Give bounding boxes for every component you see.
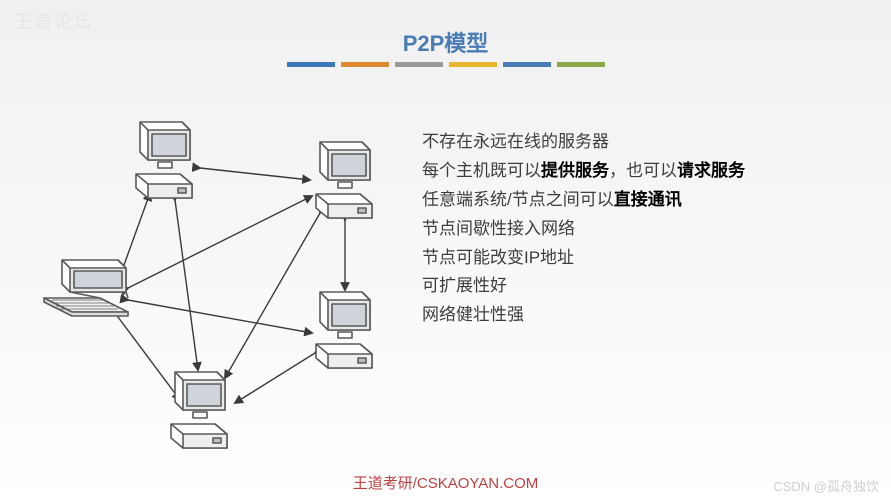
stripe-1 (341, 62, 389, 67)
watermark-bottom-right: CSDN @孤舟独饮 (773, 476, 879, 495)
feature-item-2: 任意端系统/节点之间可以直接通讯 (422, 186, 745, 215)
node-laptop (40, 258, 130, 318)
edge-pc_tr-pc_b (225, 213, 320, 378)
node-pc_tr (310, 138, 380, 220)
feature-item-0: 不存在永远在线的服务器 (422, 128, 745, 157)
feature-item-3: 节点间歇性接入网络 (422, 215, 745, 244)
feature-list: 不存在永远在线的服务器每个主机既可以提供服务，也可以请求服务任意端系统/节点之间… (422, 128, 745, 330)
stripe-0 (287, 62, 335, 67)
title-underline-stripes (0, 62, 891, 67)
p2p-network-diagram (20, 118, 400, 458)
stripe-4 (503, 62, 551, 67)
stripe-2 (395, 62, 443, 67)
feature-item-6: 网络健壮性强 (422, 301, 745, 330)
stripe-5 (557, 62, 605, 67)
page-title: P2P模型 (0, 26, 891, 58)
edge-laptop-pc_r (128, 300, 312, 333)
edge-pc_tl-pc_tr (200, 168, 310, 180)
node-pc_b (165, 368, 235, 450)
edge-pc_tl-pc_b (175, 200, 198, 370)
footer-credit: 王道考研/CSKAOYAN.COM (0, 472, 891, 493)
feature-item-4: 节点可能改变IP地址 (422, 244, 745, 273)
node-pc_tl (130, 118, 200, 200)
edge-pc_r-pc_b (235, 353, 315, 403)
node-pc_r (310, 288, 380, 370)
stripe-3 (449, 62, 497, 67)
feature-item-5: 可扩展性好 (422, 272, 745, 301)
feature-item-1: 每个主机既可以提供服务，也可以请求服务 (422, 157, 745, 186)
